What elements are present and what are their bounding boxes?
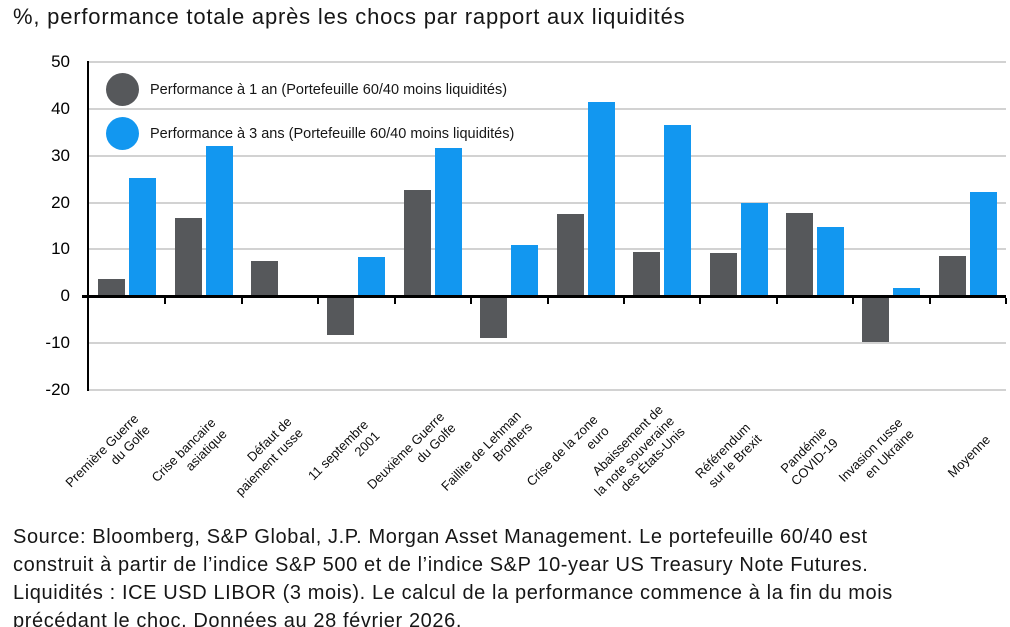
bar-3ans: [511, 244, 539, 297]
bar-3ans: [434, 148, 462, 297]
x-axis-tick: [852, 297, 855, 304]
bar-3ans: [205, 145, 233, 297]
x-axis-category-label: Pandémie COVID-19: [777, 423, 841, 488]
x-axis-category-label: Première Guerre du Golfe: [62, 410, 153, 490]
x-axis-tick: [928, 297, 931, 304]
bar-1an: [556, 214, 584, 297]
x-axis-tick: [622, 297, 625, 304]
x-axis-tick: [317, 297, 320, 304]
bar-1an: [251, 260, 279, 297]
gridline: [89, 201, 1006, 204]
source-line: construit à partir de l’indice S&P 500 e…: [13, 554, 869, 576]
y-axis-tick-label: -20: [45, 380, 70, 399]
legend-swatch-3ans-icon: [106, 117, 139, 150]
source-note: Source: Bloomberg, S&P Global, J.P. Morg…: [13, 523, 893, 627]
bar-3ans: [969, 192, 997, 297]
legend-label-1an: Performance à 1 an (Portefeuille 60/40 m…: [150, 81, 508, 98]
bar-3ans: [129, 178, 157, 297]
x-axis-tick: [164, 297, 167, 304]
x-axis-tick: [470, 297, 473, 304]
y-axis-tick-label: 50: [51, 52, 70, 71]
bar-1an: [862, 296, 890, 343]
bar-3ans: [664, 124, 692, 297]
y-axis-tick-label: 20: [51, 192, 70, 212]
bar-1an: [174, 218, 202, 297]
gridline: [89, 248, 1006, 251]
legend-item-3ans: Performance à 3 ans (Portefeuille 60/40 …: [106, 117, 514, 150]
bar-1an: [633, 252, 661, 297]
bar-3ans: [587, 102, 615, 297]
gridline: [89, 61, 1006, 63]
chart-title: %, performance totale après les chocs pa…: [13, 4, 686, 29]
x-axis-category-label: Défaut de paiement russe: [232, 413, 306, 498]
x-axis-tick: [699, 297, 702, 304]
bar-1an: [327, 296, 355, 336]
bar-1an: [785, 212, 813, 297]
bar-1an: [709, 253, 737, 297]
gridline: [89, 342, 1006, 345]
source-line: Source: Bloomberg, S&P Global, J.P. Morg…: [13, 526, 868, 548]
x-axis-category-label: Faillite de Lehman Brothers: [438, 407, 536, 494]
gridline: [89, 389, 1006, 391]
x-axis-tick: [393, 297, 396, 304]
bar-1an: [403, 190, 431, 297]
x-axis-tick: [1005, 297, 1007, 304]
legend-item-1an: Performance à 1 an (Portefeuille 60/40 m…: [106, 73, 514, 106]
source-line: Liquidités : ICE USD LIBOR (3 mois). Le …: [13, 582, 893, 604]
bar-1an: [480, 296, 508, 338]
legend-label-3ans: Performance à 3 ans (Portefeuille 60/40 …: [150, 125, 515, 142]
y-axis-tick-label: -10: [45, 333, 70, 353]
legend: Performance à 1 an (Portefeuille 60/40 m…: [106, 73, 514, 161]
x-axis-category-label: Moyenne: [945, 431, 994, 481]
bar-3ans: [893, 288, 921, 297]
bar-1an: [938, 255, 966, 297]
x-axis-tick: [546, 297, 549, 304]
legend-swatch-1an-icon: [106, 73, 139, 106]
source-line: précédant le choc. Données au 28 février…: [13, 610, 462, 627]
x-axis-category-label: Invasion russe en Ukraine: [836, 415, 917, 486]
y-axis-line: [86, 61, 89, 391]
bar-1an: [98, 278, 126, 297]
gridline: [89, 107, 1006, 110]
x-axis-zero-line: [82, 294, 1006, 298]
x-axis-category-label: Référendum sur le Brexit: [691, 419, 764, 490]
gridline: [89, 154, 1006, 157]
y-axis-tick-label: 10: [51, 239, 70, 259]
bar-3ans: [816, 227, 844, 297]
bar-3ans: [358, 257, 386, 297]
y-axis-tick-label: 0: [60, 286, 70, 306]
bar-3ans: [740, 203, 768, 297]
x-axis-tick: [775, 297, 778, 304]
x-axis-category-label: Crise bancaire asiatique: [148, 415, 230, 486]
x-axis-tick: [240, 297, 243, 304]
y-axis-tick-label: 30: [51, 145, 70, 165]
y-axis-tick-label: 40: [51, 98, 70, 118]
